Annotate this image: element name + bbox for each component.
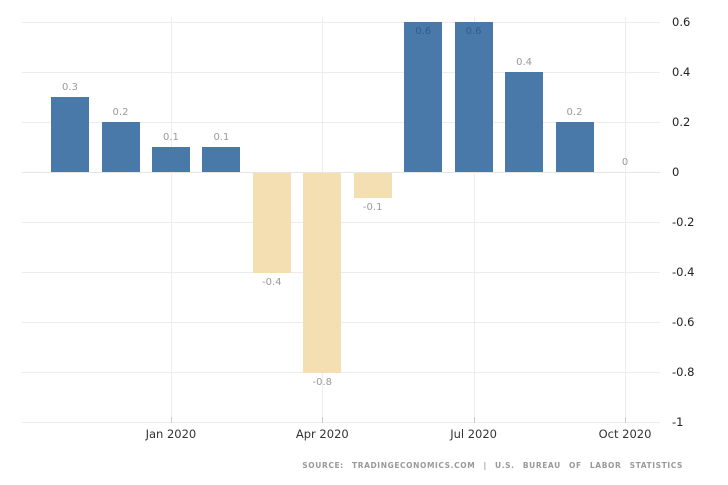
- gridline-vertical: [625, 17, 626, 422]
- bar-aug-2020[interactable]: [505, 72, 544, 172]
- x-axis-tick: [625, 417, 626, 423]
- x-axis-tick-label: Jul 2020: [450, 427, 497, 441]
- plot-area: 0.3 0.2 0.1 0.1 -0.4 -0.8 -0.1 0.6 0.6 0.4 0.2 0: [22, 17, 660, 423]
- bar-dec-2019[interactable]: [101, 122, 140, 172]
- gridline-vertical: [170, 17, 172, 422]
- y-axis-tick-label: -0.8: [672, 365, 695, 379]
- x-axis-tick: [170, 417, 172, 423]
- bar-jun-2020[interactable]: [404, 22, 443, 172]
- y-axis-tick-label: -0.6: [672, 315, 695, 329]
- gridline-horizontal: [22, 172, 660, 173]
- bar-value-label: -0.4: [262, 277, 282, 288]
- bar-value-label: 0.2: [566, 107, 583, 118]
- bar-apr-2020[interactable]: [303, 173, 342, 373]
- bar-mar-2020[interactable]: [252, 173, 291, 273]
- x-axis-tick: [322, 417, 324, 423]
- bar-jan-2020[interactable]: [151, 147, 190, 172]
- bar-jul-2020[interactable]: [454, 22, 493, 172]
- y-axis-tick-label: 0.6: [672, 15, 691, 29]
- bar-value-label: 0.6: [465, 26, 482, 37]
- bar-feb-2020[interactable]: [202, 147, 241, 172]
- y-axis-tick-label: 0.2: [672, 115, 691, 129]
- gridline-horizontal: [22, 422, 660, 423]
- x-axis-tick: [473, 417, 475, 423]
- gridline-horizontal: [22, 122, 660, 123]
- bar-value-label: 0.2: [112, 107, 129, 118]
- y-axis-tick-label: -0.4: [672, 265, 695, 279]
- bar-value-label: -0.1: [362, 202, 383, 213]
- bar-nov-2019[interactable]: [51, 97, 89, 172]
- x-axis-tick-label: Jan 2020: [145, 427, 197, 441]
- y-axis-tick-label: -1: [672, 415, 684, 429]
- bar-value-label: 0.1: [162, 132, 179, 143]
- x-axis-tick-label: Apr 2020: [295, 427, 349, 441]
- source-credit: SOURCE: TRADINGECONOMICS.COM | U.S. BURE…: [302, 461, 683, 470]
- bar-value-label: 0.1: [213, 132, 230, 143]
- bar-may-2020[interactable]: [353, 173, 392, 198]
- bar-value-label: 0.4: [516, 57, 533, 68]
- bar-value-label: 0: [621, 157, 629, 168]
- bar-value-label: -0.8: [312, 377, 333, 388]
- bar-value-label: 0.3: [62, 82, 78, 93]
- bar-sep-2020[interactable]: [555, 122, 594, 172]
- bar-value-label: 0.6: [415, 26, 432, 37]
- x-axis-tick-label: Oct 2020: [598, 427, 652, 441]
- gridline-horizontal: [22, 72, 660, 73]
- gridline-vertical: [473, 17, 475, 422]
- y-axis-tick-label: -0.2: [672, 215, 695, 229]
- y-axis-tick-label: 0.4: [672, 65, 691, 79]
- gridline-horizontal: [22, 22, 660, 23]
- y-axis-tick-label: 0: [672, 165, 680, 179]
